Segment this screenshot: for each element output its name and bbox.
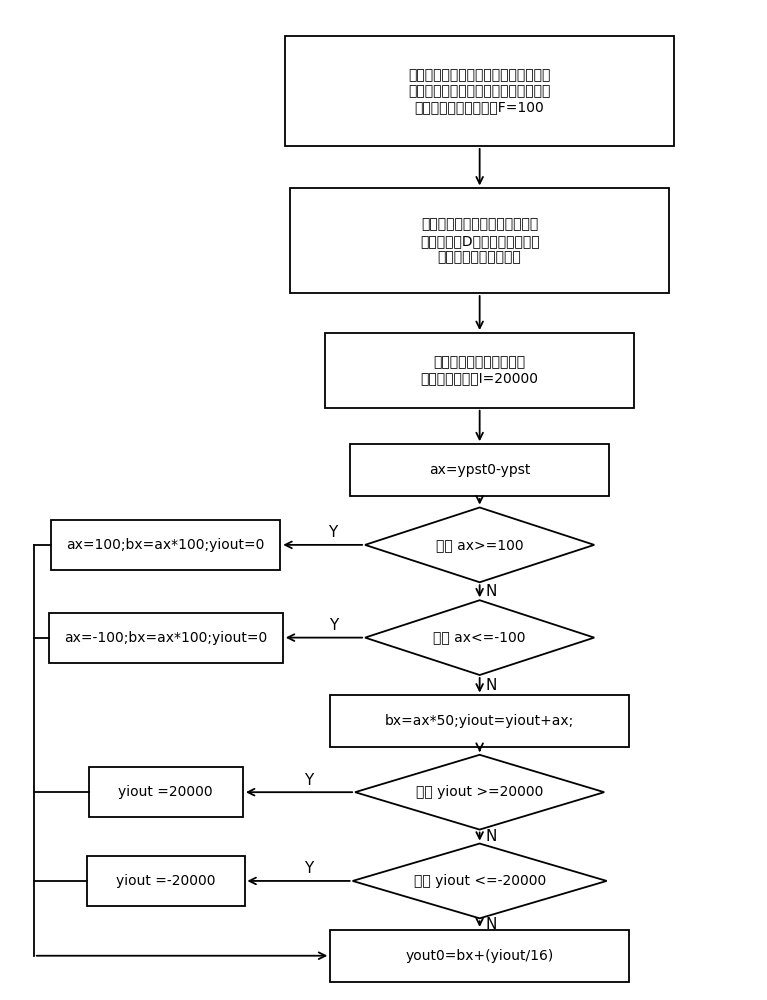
Bar	[331, 930, 629, 982]
Text: ax=100;bx=ax*100;yiout=0: ax=100;bx=ax*100;yiout=0	[67, 538, 265, 552]
Text: yiout =-20000: yiout =-20000	[116, 874, 216, 888]
Text: Y: Y	[329, 618, 338, 633]
Text: 读取位置传感器的位置信息，通过位置
信息判断电机状态；计算位置传感器转
动一个齿对应的码数为F=100: 读取位置传感器的位置信息，通过位置 信息判断电机状态；计算位置传感器转 动一个齿…	[409, 68, 551, 114]
Polygon shape	[353, 844, 607, 918]
Bar	[285, 36, 674, 146]
Text: N: N	[486, 829, 497, 844]
Polygon shape	[365, 600, 594, 675]
Text: 电机未启动时，位置传感器的输
出角度小于D，则电机的控制主
令采用比例、积分输出: 电机未启动时，位置传感器的输 出角度小于D，则电机的控制主 令采用比例、积分输出	[420, 218, 539, 264]
Text: 如果 yiout >=20000: 如果 yiout >=20000	[416, 785, 543, 799]
Bar	[325, 333, 634, 408]
Text: N: N	[486, 678, 497, 693]
Bar	[331, 695, 629, 747]
Text: bx=ax*50;yiout=yiout+ax;: bx=ax*50;yiout=yiout+ax;	[385, 714, 574, 728]
Bar	[49, 613, 283, 663]
Text: Y: Y	[328, 525, 337, 540]
Bar	[88, 767, 243, 817]
Bar	[51, 520, 281, 570]
Text: N: N	[486, 584, 497, 599]
Text: Y: Y	[304, 861, 313, 876]
Text: ax=-100;bx=ax*100;yiout=0: ax=-100;bx=ax*100;yiout=0	[64, 631, 268, 645]
Text: yiout =20000: yiout =20000	[118, 785, 213, 799]
Text: 如果 yiout <=-20000: 如果 yiout <=-20000	[413, 874, 546, 888]
Polygon shape	[365, 507, 594, 582]
Text: 如果 ax<=-100: 如果 ax<=-100	[433, 631, 526, 645]
Text: Y: Y	[304, 773, 314, 788]
Text: 对积分项进行限幅，设置
积分限幅最大值I=20000: 对积分项进行限幅，设置 积分限幅最大值I=20000	[420, 355, 538, 385]
Text: ax=ypst0-ypst: ax=ypst0-ypst	[429, 463, 530, 477]
Bar	[350, 444, 609, 496]
Text: N: N	[486, 917, 497, 932]
Text: yout0=bx+(yiout/16): yout0=bx+(yiout/16)	[406, 949, 554, 963]
Bar	[87, 856, 245, 906]
Text: 如果 ax>=100: 如果 ax>=100	[436, 538, 523, 552]
Polygon shape	[355, 755, 604, 830]
Bar	[291, 188, 669, 293]
